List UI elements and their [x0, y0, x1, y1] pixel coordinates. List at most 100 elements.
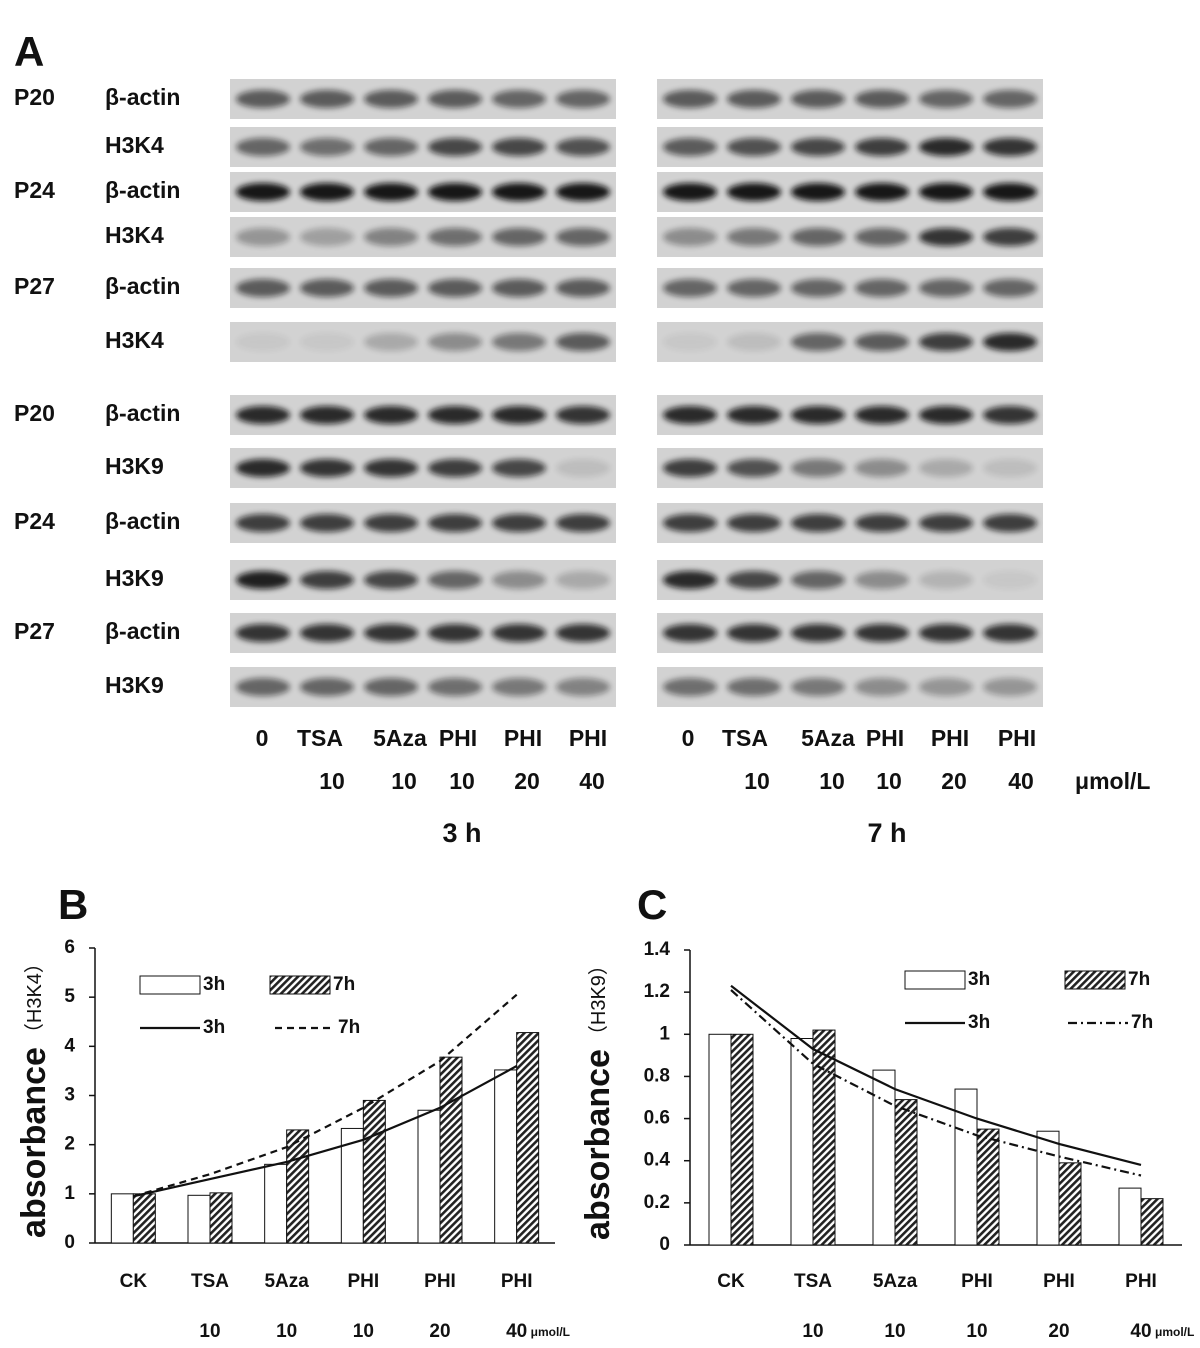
blot-band — [428, 90, 482, 108]
blot-band — [556, 571, 610, 589]
blot-band — [855, 514, 909, 532]
blot-band — [556, 228, 610, 246]
blot-band — [300, 333, 354, 351]
protein-label: β-actin — [105, 508, 180, 534]
blot-band — [300, 183, 354, 201]
blot-band — [492, 90, 546, 108]
blot-band — [428, 138, 482, 156]
y-tick-label: 3 — [64, 1085, 75, 1106]
blot-band — [364, 514, 418, 532]
blot-band — [791, 459, 845, 477]
blot-band — [364, 571, 418, 589]
blot-strip — [657, 613, 1043, 653]
blot-band — [919, 279, 973, 297]
trend-line — [133, 1065, 518, 1198]
dose-label: 40 — [506, 1321, 527, 1342]
blot-band — [663, 279, 717, 297]
blot-band — [727, 279, 781, 297]
blot-band — [791, 678, 845, 696]
blot-band — [791, 183, 845, 201]
blot-strip — [230, 613, 616, 653]
legend-swatch — [904, 970, 966, 990]
protein-label: H3K9 — [105, 565, 164, 591]
blot-band — [919, 406, 973, 424]
blot-band — [492, 571, 546, 589]
blot-band — [855, 333, 909, 351]
bar — [708, 1033, 732, 1246]
bar — [362, 1099, 386, 1244]
blot-band — [236, 571, 290, 589]
unit-label: μmol/L — [1075, 768, 1150, 794]
blot-band — [983, 90, 1037, 108]
blot-band — [556, 138, 610, 156]
lane-label: 0 — [682, 725, 695, 751]
legend-label: 3h — [203, 974, 225, 995]
blot-strip — [230, 667, 616, 707]
bar — [209, 1192, 233, 1244]
blot-band — [428, 459, 482, 477]
blot-band — [791, 333, 845, 351]
blot-band — [855, 459, 909, 477]
blot-band — [492, 279, 546, 297]
bar — [790, 1038, 814, 1246]
blot-band — [300, 228, 354, 246]
y-tick-label: 0 — [659, 1234, 670, 1255]
lane-label: 0 — [256, 725, 269, 751]
blot-strip — [657, 79, 1043, 119]
bar — [1118, 1187, 1142, 1246]
blot-band — [663, 228, 717, 246]
blot-band — [791, 90, 845, 108]
blot-band — [236, 406, 290, 424]
trend-line — [730, 984, 1142, 1166]
y-tick-label: 1.2 — [644, 981, 670, 1002]
blot-band — [364, 459, 418, 477]
blot-band — [663, 183, 717, 201]
blot-band — [428, 514, 482, 532]
blot-band — [855, 228, 909, 246]
blot-band — [663, 514, 717, 532]
dose-label: 40 — [1008, 768, 1034, 794]
y-axis-label-main: absorbance — [15, 1047, 53, 1238]
dose-label: 10 — [802, 1321, 823, 1342]
blot-band — [663, 138, 717, 156]
blot-strip — [657, 560, 1043, 600]
dose-label: 20 — [429, 1321, 450, 1342]
lane-label: PHI — [931, 725, 969, 751]
blot-band — [727, 571, 781, 589]
blot-band — [364, 406, 418, 424]
blot-band — [791, 624, 845, 642]
blot-strip — [230, 322, 616, 362]
blot-strip — [230, 79, 616, 119]
dose-label: 10 — [744, 768, 770, 794]
y-axis-label: absorbance （H3K9） — [579, 955, 617, 1240]
blot-band — [364, 624, 418, 642]
blot-band — [364, 279, 418, 297]
blot-band — [663, 571, 717, 589]
lane-label: PHI — [504, 725, 542, 751]
blot-band — [983, 678, 1037, 696]
protein-label: β-actin — [105, 618, 180, 644]
blot-band — [556, 406, 610, 424]
blot-band — [236, 624, 290, 642]
blot-band — [300, 514, 354, 532]
blot-band — [300, 90, 354, 108]
blot-band — [492, 459, 546, 477]
blot-band — [492, 183, 546, 201]
lane-label: TSA — [722, 725, 768, 751]
blot-strip — [230, 395, 616, 435]
blot-band — [919, 514, 973, 532]
y-tick-label: 5 — [64, 986, 75, 1007]
blot-band — [556, 183, 610, 201]
passage-label: P24 — [14, 177, 55, 203]
blot-band — [236, 333, 290, 351]
legend-label: 7h — [338, 1017, 360, 1038]
x-tick-label: TSA — [794, 1271, 832, 1292]
blot-band — [983, 571, 1037, 589]
blot-band — [492, 514, 546, 532]
x-tick-label: PHI — [1043, 1271, 1075, 1292]
lane-label: 5Aza — [801, 725, 855, 751]
blot-band — [727, 678, 781, 696]
x-tick-label: PHI — [347, 1271, 379, 1292]
blot-strip — [657, 268, 1043, 308]
